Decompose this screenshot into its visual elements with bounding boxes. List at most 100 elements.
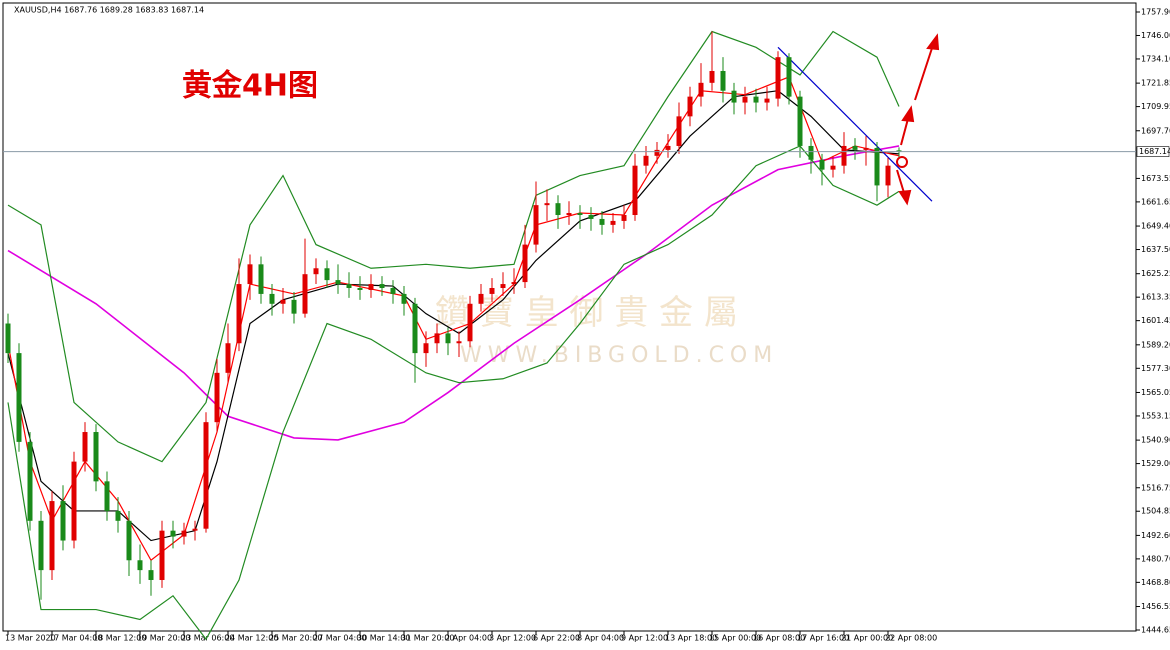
x-tick-label: 17 Apr 16:00 bbox=[797, 634, 849, 643]
candle-body bbox=[852, 145, 858, 150]
candle-body bbox=[797, 96, 803, 146]
candle-body bbox=[368, 284, 374, 290]
candle-body bbox=[467, 303, 473, 342]
chart-title: 黄金4H图 bbox=[182, 69, 318, 104]
candle-body bbox=[225, 343, 231, 373]
candle-body bbox=[5, 323, 11, 354]
candle-body bbox=[885, 165, 891, 186]
candle-body bbox=[148, 570, 154, 580]
candle-body bbox=[874, 147, 880, 186]
candle-body bbox=[423, 343, 429, 354]
x-tick-label: 18 Mar 12:00 bbox=[93, 634, 146, 643]
candle-body bbox=[38, 520, 44, 571]
y-tick-label: 1540.90 bbox=[1141, 436, 1170, 445]
candle-body bbox=[390, 288, 396, 294]
candle-body bbox=[489, 288, 495, 294]
y-tick-label: 1492.60 bbox=[1141, 531, 1170, 540]
y-tick-label: 1697.70 bbox=[1141, 126, 1170, 135]
candle-body bbox=[654, 149, 660, 156]
x-tick-label: 9 Apr 12:00 bbox=[621, 634, 668, 643]
candle-body bbox=[610, 220, 616, 225]
candle-body bbox=[687, 96, 693, 117]
candle-body bbox=[665, 145, 671, 150]
y-tick-label: 1721.85 bbox=[1141, 79, 1170, 88]
candle-body bbox=[203, 422, 209, 529]
y-tick-label: 1468.80 bbox=[1141, 578, 1170, 587]
y-tick-label: 1577.30 bbox=[1141, 364, 1170, 373]
y-tick-label: 1601.45 bbox=[1141, 316, 1170, 325]
x-tick-label: 8 Apr 04:00 bbox=[577, 634, 624, 643]
x-tick-label: 2 Apr 04:00 bbox=[445, 634, 492, 643]
candle-body bbox=[786, 57, 792, 97]
y-tick-label: 1589.20 bbox=[1141, 340, 1170, 349]
candle-body bbox=[324, 268, 330, 281]
candle-body bbox=[434, 333, 440, 344]
indicator-line bbox=[7, 145, 900, 441]
y-tick-label: 1734.10 bbox=[1141, 54, 1170, 63]
y-tick-label: 1625.25 bbox=[1141, 269, 1170, 278]
candle-body bbox=[379, 284, 385, 289]
candle-body bbox=[478, 293, 484, 304]
candle-body bbox=[808, 145, 814, 160]
x-tick-label: 16 Apr 08:00 bbox=[753, 634, 805, 643]
y-tick-label: 1529.00 bbox=[1141, 459, 1170, 468]
plot-border bbox=[2, 2, 1137, 632]
y-tick-label: 1516.75 bbox=[1141, 483, 1170, 492]
candle-body bbox=[49, 501, 55, 571]
candle-body bbox=[247, 264, 253, 285]
x-tick-label: 23 Mar 06:00 bbox=[181, 634, 234, 643]
candle-body bbox=[16, 353, 22, 442]
candle-body bbox=[588, 215, 594, 219]
candle-body bbox=[60, 501, 66, 541]
candle-body bbox=[401, 293, 407, 304]
candle-body bbox=[412, 303, 418, 354]
y-tick-label: 1613.35 bbox=[1141, 293, 1170, 302]
candle-body bbox=[159, 530, 165, 580]
y-tick-label: 1649.40 bbox=[1141, 222, 1170, 231]
candle-body bbox=[445, 333, 451, 344]
candle-body bbox=[93, 432, 99, 482]
x-tick-label: 19 Mar 20:00 bbox=[137, 634, 190, 643]
indicator-line bbox=[7, 145, 900, 641]
x-tick-label: 24 Mar 12:00 bbox=[225, 634, 278, 643]
candle-body bbox=[511, 282, 517, 285]
candle-body bbox=[104, 481, 110, 511]
y-tick-label: 1456.55 bbox=[1141, 602, 1170, 611]
candle-body bbox=[753, 96, 759, 103]
x-tick-label: 22 Apr 08:00 bbox=[885, 634, 937, 643]
y-tick-label: 1504.85 bbox=[1141, 507, 1170, 516]
indicator-line bbox=[7, 30, 900, 463]
price-label-box bbox=[1136, 146, 1170, 157]
candle-body bbox=[819, 159, 825, 170]
price-label: 1687.14 bbox=[1139, 147, 1170, 156]
candle-body bbox=[896, 150, 902, 152]
candle-body bbox=[346, 284, 352, 289]
indicator-line bbox=[777, 46, 933, 202]
y-tick-label: 1444.65 bbox=[1141, 626, 1170, 635]
candle-body bbox=[555, 203, 561, 216]
candle-body bbox=[313, 268, 319, 275]
indicator-line bbox=[7, 90, 900, 542]
candle-body bbox=[544, 203, 550, 206]
y-tick-label: 1746.00 bbox=[1141, 31, 1170, 40]
x-tick-label: 25 Mar 20:00 bbox=[269, 634, 322, 643]
y-tick-label: 1565.05 bbox=[1141, 388, 1170, 397]
x-tick-label: 3 Apr 12:00 bbox=[489, 634, 536, 643]
candle-body bbox=[841, 145, 847, 166]
candle-body bbox=[764, 98, 770, 103]
candle-body bbox=[126, 520, 132, 561]
candle-body bbox=[82, 432, 88, 462]
candle-body bbox=[775, 57, 781, 99]
y-tick-label: 1673.55 bbox=[1141, 174, 1170, 183]
plot: 1757.90 1746.00 1734.10 1721.85 1709.95 1697.… bbox=[3, 8, 1170, 643]
x-tick-label: 13 Apr 18:00 bbox=[665, 634, 717, 643]
y-tick-label: 1709.95 bbox=[1141, 102, 1170, 111]
x-tick-label: 13 Mar 2020 bbox=[5, 634, 56, 643]
candle-body bbox=[335, 280, 341, 285]
candle-body bbox=[214, 372, 220, 423]
candle-body bbox=[357, 288, 363, 290]
candle-body bbox=[742, 96, 748, 103]
y-tick-label: 1637.50 bbox=[1141, 245, 1170, 254]
candle-body bbox=[522, 244, 528, 283]
candle-body bbox=[280, 299, 286, 304]
